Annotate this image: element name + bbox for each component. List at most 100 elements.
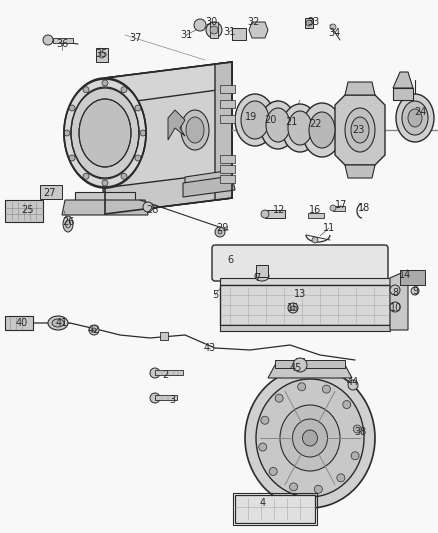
Circle shape	[121, 87, 127, 93]
Circle shape	[64, 130, 70, 136]
Text: 26: 26	[62, 217, 74, 227]
Circle shape	[43, 35, 53, 45]
Bar	[308, 213, 324, 218]
Ellipse shape	[71, 88, 139, 178]
Bar	[275, 360, 345, 368]
Circle shape	[69, 155, 75, 161]
Text: 20: 20	[264, 115, 276, 125]
Ellipse shape	[235, 94, 275, 146]
Bar	[220, 100, 235, 108]
Bar	[220, 175, 235, 183]
Circle shape	[210, 26, 218, 34]
Text: 41: 41	[56, 318, 68, 328]
Circle shape	[343, 401, 351, 409]
Circle shape	[353, 425, 361, 433]
Text: 29: 29	[216, 223, 228, 233]
Text: 36: 36	[56, 39, 68, 49]
Text: 27: 27	[44, 188, 56, 198]
Ellipse shape	[280, 405, 340, 471]
Ellipse shape	[63, 216, 73, 232]
Circle shape	[261, 210, 269, 218]
Text: 24: 24	[414, 107, 426, 117]
Bar	[155, 370, 183, 375]
Text: 8: 8	[392, 288, 398, 298]
Text: 5: 5	[212, 290, 218, 300]
Text: 30: 30	[205, 17, 217, 27]
Text: 17: 17	[335, 200, 347, 210]
Circle shape	[140, 130, 146, 136]
Text: 16: 16	[309, 205, 321, 215]
Bar	[96, 48, 108, 62]
Bar	[400, 270, 425, 285]
Bar	[53, 38, 73, 43]
Polygon shape	[345, 165, 375, 178]
Polygon shape	[390, 270, 408, 330]
Text: 21: 21	[285, 117, 297, 127]
Polygon shape	[215, 62, 232, 200]
Polygon shape	[393, 88, 413, 100]
Polygon shape	[185, 170, 232, 190]
Polygon shape	[105, 62, 232, 105]
Circle shape	[206, 22, 222, 38]
Polygon shape	[335, 95, 385, 165]
Text: 13: 13	[294, 289, 306, 299]
Text: 25: 25	[21, 205, 33, 215]
Ellipse shape	[186, 117, 204, 143]
Polygon shape	[249, 22, 268, 38]
Circle shape	[291, 306, 295, 310]
Ellipse shape	[302, 103, 342, 157]
Bar	[5, 316, 33, 330]
Text: 7: 7	[254, 273, 260, 283]
Circle shape	[314, 485, 322, 493]
Circle shape	[92, 328, 96, 332]
Text: 33: 33	[307, 17, 319, 27]
Circle shape	[150, 368, 160, 378]
Ellipse shape	[52, 319, 64, 327]
Text: 23: 23	[352, 125, 364, 135]
Circle shape	[348, 380, 358, 390]
Polygon shape	[168, 110, 185, 140]
Circle shape	[102, 180, 108, 186]
Circle shape	[83, 87, 89, 93]
Text: 4: 4	[260, 498, 266, 508]
Bar	[220, 155, 235, 163]
Bar	[220, 85, 235, 93]
Text: 38: 38	[354, 427, 366, 437]
Circle shape	[89, 325, 99, 335]
Circle shape	[390, 302, 400, 312]
Text: 32: 32	[248, 17, 260, 27]
Text: 18: 18	[358, 203, 370, 213]
Ellipse shape	[345, 108, 375, 152]
Circle shape	[411, 287, 419, 295]
Ellipse shape	[351, 117, 369, 143]
Text: 15: 15	[287, 303, 299, 313]
Polygon shape	[345, 82, 375, 95]
Polygon shape	[103, 172, 232, 214]
Circle shape	[269, 467, 277, 475]
Text: 11: 11	[323, 223, 335, 233]
Ellipse shape	[255, 271, 269, 281]
Circle shape	[312, 237, 318, 243]
Text: 6: 6	[227, 255, 233, 265]
Text: 3: 3	[169, 395, 175, 405]
Circle shape	[218, 230, 222, 234]
Ellipse shape	[64, 79, 146, 187]
Text: 2: 2	[162, 370, 168, 380]
Text: 10: 10	[390, 303, 402, 313]
Circle shape	[306, 20, 312, 26]
Text: 42: 42	[88, 325, 100, 335]
Circle shape	[290, 483, 297, 491]
Ellipse shape	[408, 109, 422, 127]
Bar	[220, 115, 235, 123]
Ellipse shape	[293, 419, 328, 457]
Circle shape	[150, 393, 160, 403]
Circle shape	[215, 227, 225, 237]
Text: 34: 34	[328, 28, 340, 38]
Ellipse shape	[181, 110, 209, 150]
Text: 9: 9	[412, 286, 418, 296]
Bar	[5, 200, 43, 222]
Ellipse shape	[66, 220, 71, 228]
Circle shape	[322, 385, 330, 393]
Circle shape	[143, 202, 153, 212]
Circle shape	[330, 205, 336, 211]
